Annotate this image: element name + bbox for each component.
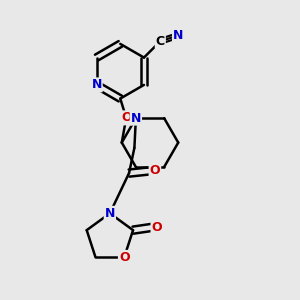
Text: O: O — [152, 221, 162, 234]
Text: N: N — [92, 78, 102, 92]
Text: C: C — [156, 35, 165, 48]
Text: N: N — [131, 112, 141, 124]
Text: N: N — [173, 29, 183, 42]
Text: N: N — [105, 207, 115, 220]
Text: O: O — [119, 251, 130, 264]
Text: O: O — [150, 164, 160, 177]
Text: O: O — [121, 111, 131, 124]
